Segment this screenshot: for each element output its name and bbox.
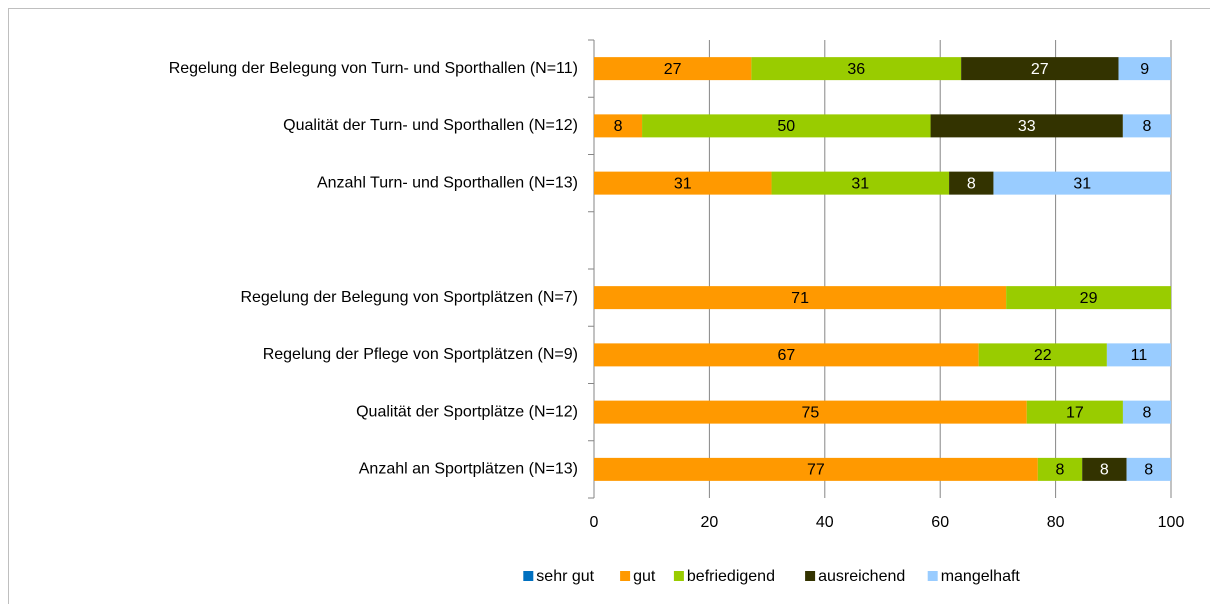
legend-label: mangelhaft: [941, 568, 1021, 585]
data-label: 77: [807, 462, 825, 479]
data-label: 29: [1080, 290, 1098, 307]
legend-label: ausreichend: [818, 568, 905, 585]
legend-swatch: [673, 571, 684, 581]
bar-segment: [961, 57, 1119, 81]
x-tick-label: 40: [816, 514, 834, 531]
bar-segment: [594, 400, 1027, 424]
bar-segment: [1126, 457, 1171, 481]
legend-swatch: [805, 571, 816, 581]
chart-border: [8, 8, 1210, 604]
data-label: 50: [777, 118, 795, 135]
bar-segment: [594, 57, 752, 81]
bar-segment: [751, 57, 962, 81]
data-label: 31: [674, 175, 692, 192]
data-label: 11: [1131, 347, 1148, 364]
data-label: 33: [1018, 118, 1036, 135]
data-label: 9: [1140, 61, 1149, 78]
bar-segment: [771, 171, 950, 195]
y-tick-label: Regelung der Pflege von Sportplätzen (N=…: [263, 346, 578, 363]
legend-label: sehr gut: [536, 568, 594, 585]
bar-segment: [594, 171, 772, 195]
data-label: 67: [777, 347, 795, 364]
y-tick-label: Regelung der Belegung von Sportplätzen (…: [240, 289, 578, 306]
x-tick-label: 80: [1047, 514, 1065, 531]
bar-segment: [993, 171, 1171, 195]
legend-swatch: [523, 571, 534, 581]
legend-swatch: [927, 571, 938, 581]
bar-segment: [594, 457, 1038, 481]
bar-segment: [1026, 400, 1123, 424]
bar-segment: [978, 343, 1107, 367]
data-label: 8: [967, 175, 976, 192]
y-tick-label: Anzahl Turn- und Sporthallen (N=13): [317, 174, 578, 191]
data-label: 8: [1100, 462, 1109, 479]
bar-segment: [594, 114, 643, 138]
bar-segment: [949, 171, 994, 195]
data-label: 71: [791, 290, 809, 307]
data-label: 36: [847, 61, 865, 78]
bar-segment: [1122, 114, 1171, 138]
legend-swatch: [620, 571, 631, 581]
data-label: 31: [1073, 175, 1091, 192]
x-tick-label: 0: [590, 514, 599, 531]
data-label: 17: [1066, 404, 1084, 421]
bar-segment: [642, 114, 931, 138]
data-label: 31: [851, 175, 869, 192]
bar-segment: [1037, 457, 1083, 481]
bar-segment: [594, 343, 979, 367]
bar-segment: [1118, 57, 1171, 81]
bar-segment: [1122, 400, 1171, 424]
bar-segment: [594, 286, 1007, 310]
data-label: 8: [1056, 462, 1065, 479]
data-label: 75: [801, 404, 819, 421]
y-tick-label: Anzahl an Sportplätzen (N=13): [359, 461, 578, 478]
y-tick-label: Qualität der Turn- und Sporthallen (N=12…: [283, 117, 578, 134]
legend-label: gut: [633, 568, 656, 585]
bar-segment: [1106, 343, 1171, 367]
data-label: 27: [664, 61, 682, 78]
data-label: 8: [1142, 118, 1151, 135]
data-label: 8: [614, 118, 623, 135]
legend-label: befriedigend: [687, 568, 775, 585]
y-tick-label: Regelung der Belegung von Turn- und Spor…: [169, 60, 578, 77]
bar-segment: [1006, 286, 1171, 310]
bar-segment: [930, 114, 1123, 138]
x-tick-label: 60: [931, 514, 949, 531]
y-tick-label: Qualität der Sportplätze (N=12): [356, 403, 578, 420]
data-label: 8: [1144, 462, 1153, 479]
x-tick-label: 20: [701, 514, 719, 531]
data-label: 22: [1034, 347, 1052, 364]
data-label: 8: [1143, 404, 1152, 421]
data-label: 27: [1031, 61, 1049, 78]
x-tick-label: 100: [1158, 514, 1185, 531]
bar-segment: [1082, 457, 1127, 481]
